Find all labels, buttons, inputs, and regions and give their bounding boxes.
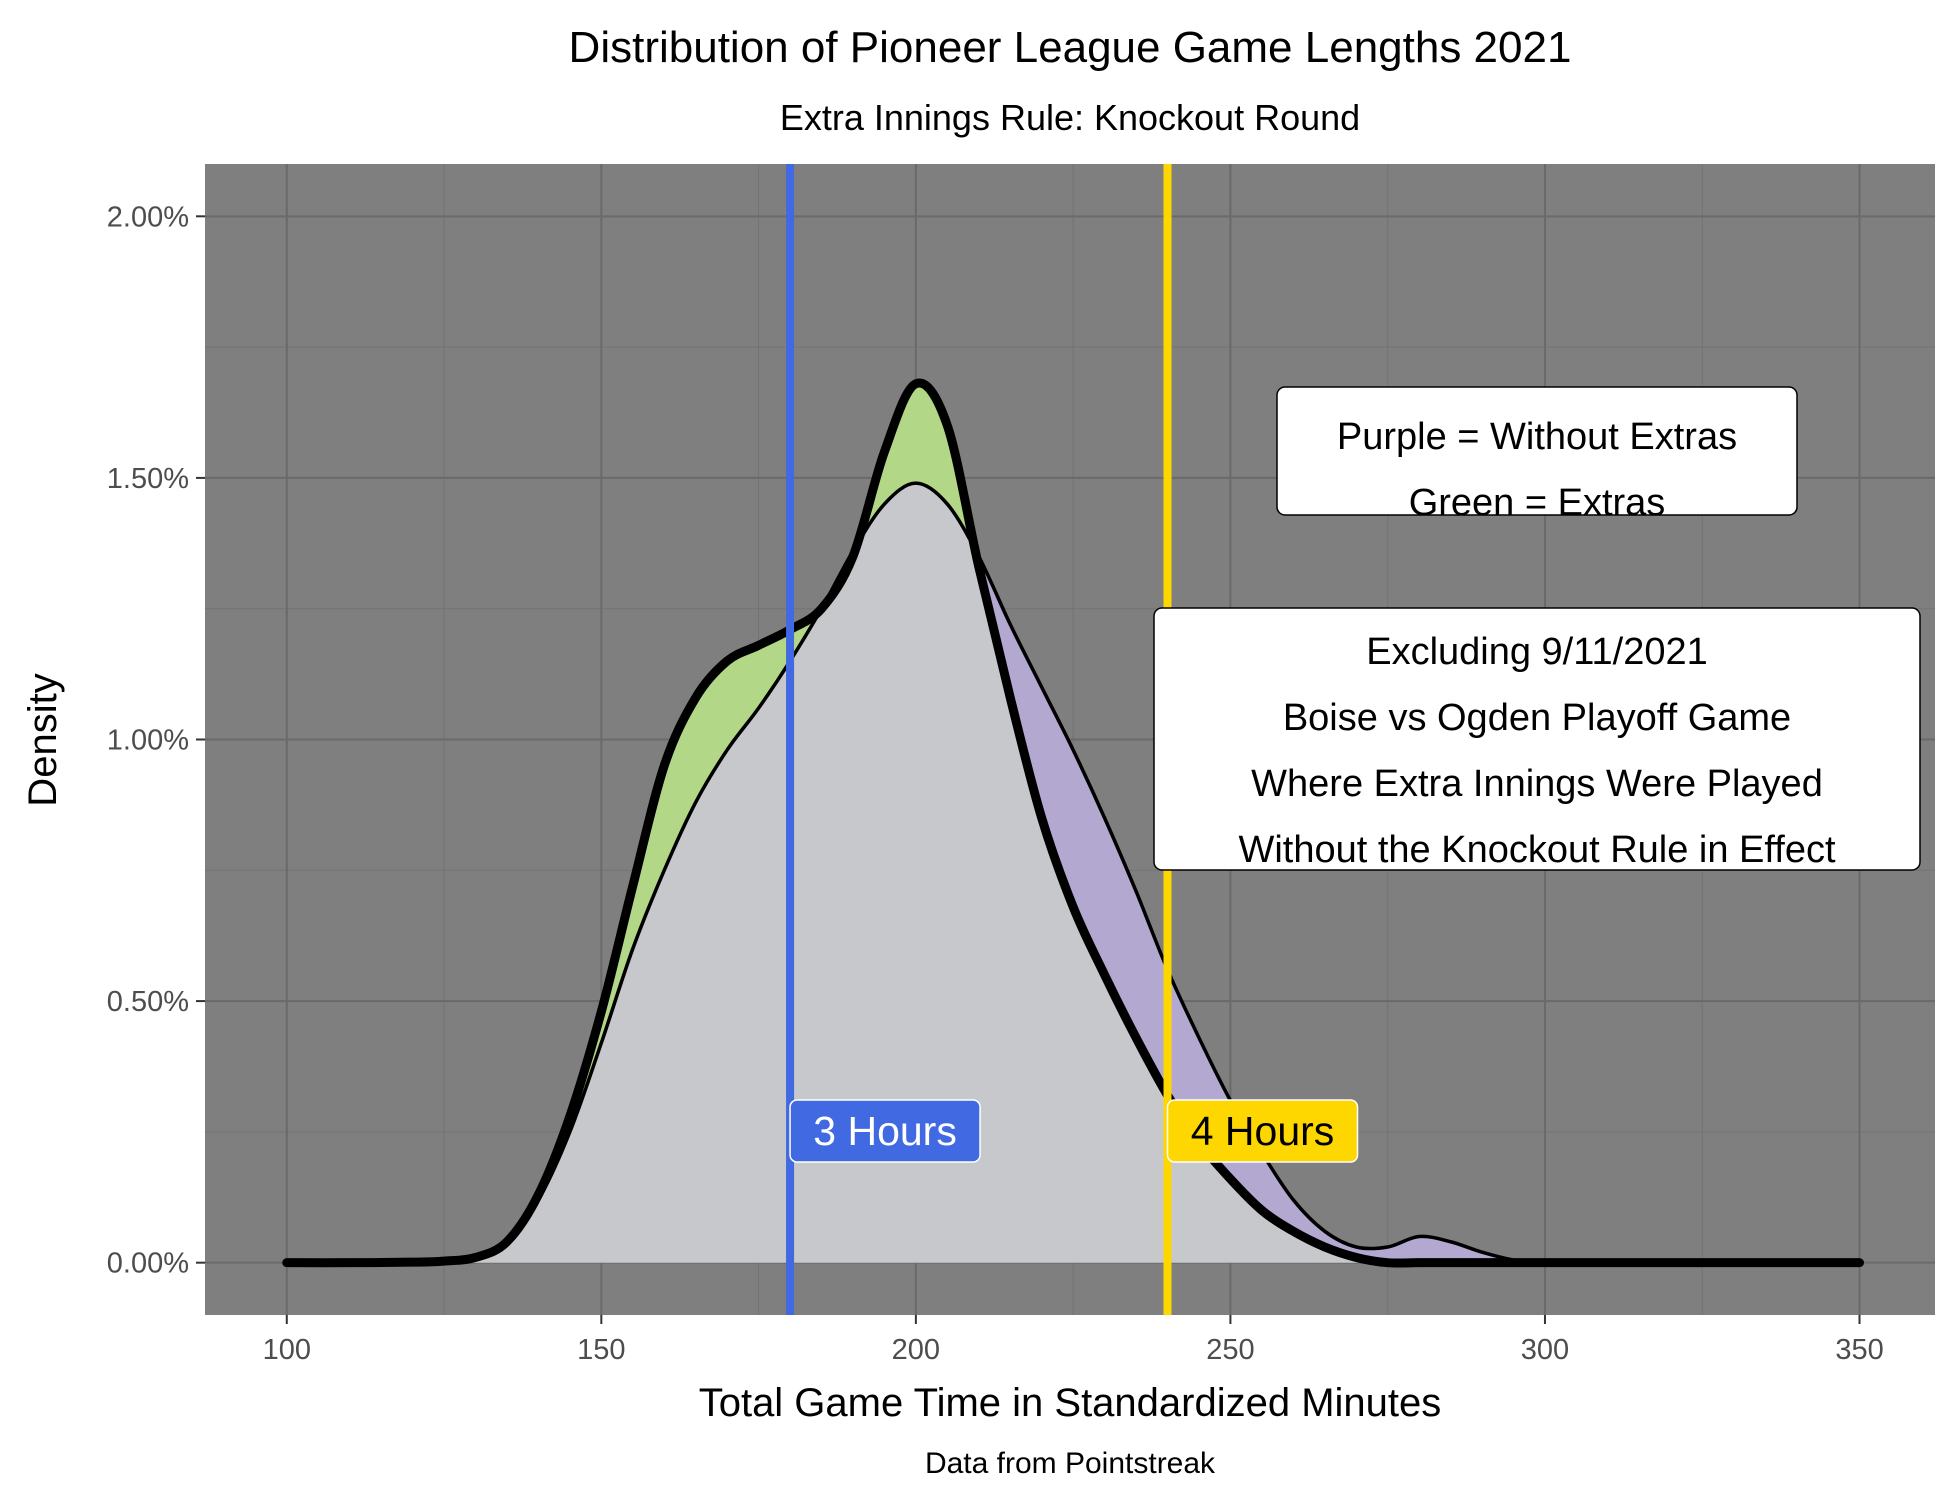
annotation-line: Purple = Without Extras (1337, 416, 1737, 458)
chart-subtitle: Extra Innings Rule: Knockout Round (780, 97, 1360, 138)
x-tick-label: 150 (577, 1334, 625, 1366)
y-axis-title: Density (21, 673, 65, 806)
chart-title: Distribution of Pioneer League Game Leng… (569, 23, 1572, 72)
three-hours-label: 3 Hours (813, 1108, 957, 1154)
y-tick-label: 0.00% (107, 1248, 189, 1280)
x-tick-label: 350 (1835, 1334, 1883, 1366)
x-tick-label: 200 (892, 1334, 940, 1366)
reference-lines: 3 Hours 4 Hours (786, 164, 1359, 1315)
annotations: Purple = Without Extras Green = Extras Exc… (1153, 386, 1921, 871)
density-areas (282, 378, 1865, 1268)
annotation-line: Without the Knockout Rule in Effect (1238, 829, 1836, 871)
line-without-extras (286, 481, 1860, 1265)
annotation-line: Green = Extras (1409, 482, 1666, 524)
annotation-box (1276, 386, 1798, 516)
y-axis-ticks: 0.00% 0.50% 1.00% 1.50% 2.00% (107, 201, 205, 1280)
four-hours-label: 4 Hours (1191, 1108, 1335, 1154)
chart-caption: Data from Pointstreak (925, 1447, 1216, 1480)
x-tick-label: 250 (1206, 1334, 1254, 1366)
annotation-box (1153, 607, 1921, 871)
x-tick-label: 300 (1521, 1334, 1569, 1366)
annotation-line: Where Extra Innings Were Played (1251, 763, 1823, 805)
y-tick-label: 0.50% (107, 986, 189, 1018)
x-axis-ticks: 100 150 200 250 300 350 (263, 1315, 1884, 1366)
x-tick-label: 100 (263, 1334, 311, 1366)
x-axis-title: Total Game Time in Standardized Minutes (699, 1381, 1442, 1425)
y-tick-label: 1.50% (107, 463, 189, 495)
annotation-line: Excluding 9/11/2021 (1366, 631, 1708, 673)
y-tick-label: 2.00% (107, 201, 189, 233)
line-extras (282, 378, 1865, 1268)
y-tick-label: 1.00% (107, 725, 189, 757)
four-hours-label-box (1166, 1099, 1359, 1163)
area-overlap (286, 483, 1860, 1264)
annotation-line: Boise vs Ogden Playoff Game (1283, 697, 1791, 739)
three-hours-label-box (789, 1099, 981, 1163)
